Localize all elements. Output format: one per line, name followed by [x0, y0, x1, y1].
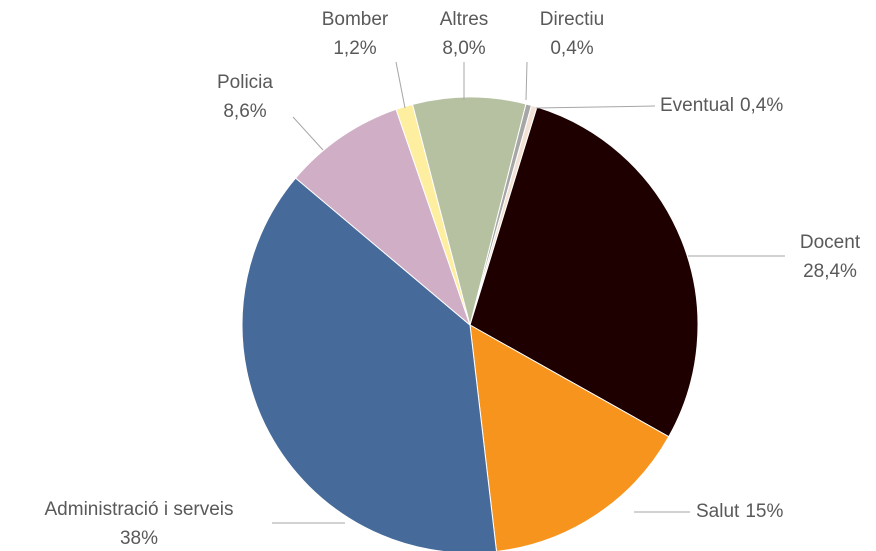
- value-label: 8,0%: [442, 38, 485, 59]
- value-label: 0,4%: [740, 95, 783, 116]
- category-name: Eventual: [660, 95, 734, 116]
- value-label: 15%: [745, 501, 783, 522]
- category-name: Bomber: [322, 9, 389, 30]
- category-name: Directiu: [540, 9, 604, 30]
- category-name: Altres: [440, 9, 489, 30]
- slice-label: Directiu 0,4%: [540, 9, 604, 59]
- value-label: 1,2%: [333, 38, 376, 59]
- value-label: 8,6%: [223, 101, 266, 122]
- slice-label: Administració i serveis 38%: [45, 499, 234, 549]
- pie-slice: [411, 96, 527, 326]
- slice-label: Docent 28,4%: [800, 232, 861, 282]
- category-name: Docent: [800, 232, 861, 253]
- value-label: 28,4%: [803, 261, 857, 282]
- category-name: Administració i serveis: [45, 499, 234, 520]
- category-name: Policia: [217, 72, 273, 93]
- pie-slice: [469, 324, 670, 551]
- pie-slice: [294, 108, 472, 327]
- pie-slice: [469, 106, 699, 438]
- category-name: Salut: [696, 501, 740, 522]
- leader-line: [292, 116, 324, 151]
- value-label: 38%: [120, 528, 158, 549]
- pie-slice: [241, 177, 497, 551]
- slice-label: Salut 15%: [696, 501, 783, 522]
- slice-label: Eventual 0,4%: [660, 95, 783, 116]
- leader-line: [535, 105, 656, 109]
- leader-line: [395, 61, 406, 109]
- value-label: 0,4%: [550, 38, 593, 59]
- leader-line: [525, 61, 528, 101]
- slice-label: Altres 8,0%: [440, 9, 489, 59]
- slice-label: Bomber 1,2%: [322, 9, 389, 59]
- slice-label: Policia 8,6%: [217, 72, 273, 122]
